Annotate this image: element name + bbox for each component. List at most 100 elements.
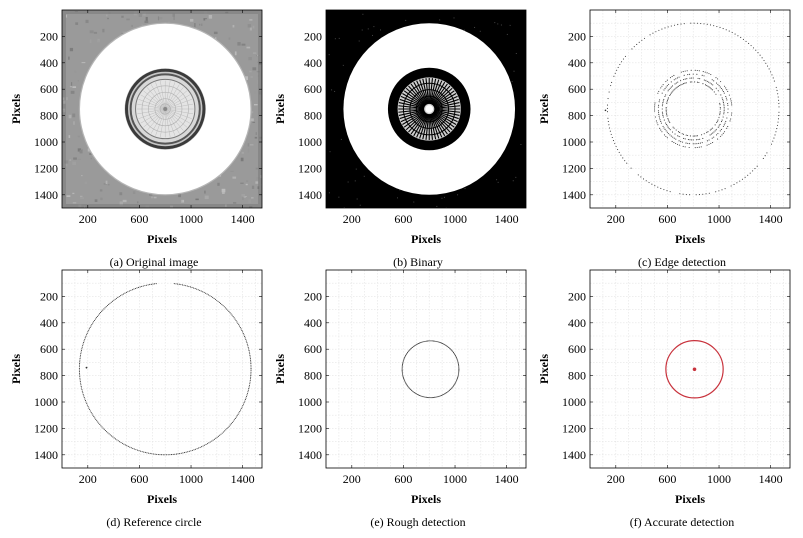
- circle-point: [246, 343, 248, 345]
- edge-point: [654, 106, 656, 108]
- y-tick-label: 400: [304, 316, 322, 330]
- edge-point: [687, 142, 689, 144]
- texture-speck: [143, 12, 146, 16]
- edge-point: [665, 111, 667, 113]
- edge-point: [659, 119, 661, 121]
- edge-point: [666, 115, 668, 117]
- circle-point: [159, 454, 161, 456]
- edge-point: [660, 120, 662, 123]
- circle-point: [123, 443, 125, 445]
- circle-point: [93, 319, 96, 321]
- y-tick-label: 200: [40, 29, 58, 43]
- texture-speck: [208, 15, 213, 19]
- circle-point: [125, 291, 127, 294]
- texture-speck: [256, 54, 259, 57]
- radial-line: [431, 112, 448, 135]
- circle-point: [401, 366, 403, 368]
- edge-point: [654, 185, 656, 187]
- circle-point: [458, 365, 460, 367]
- edge-point: [713, 80, 715, 82]
- circle-point: [90, 325, 92, 327]
- circle-point: [217, 300, 219, 302]
- texture-speck: [246, 180, 249, 182]
- circle-point: [134, 287, 137, 290]
- texture-speck: [100, 197, 103, 201]
- edge-point: [674, 83, 676, 85]
- texture-speck: [258, 43, 262, 48]
- circle-point: [450, 388, 452, 390]
- noise-speck: [334, 38, 336, 40]
- radial-line: [430, 113, 443, 138]
- edge-point: [677, 135, 679, 137]
- x-tick-label: 1000: [179, 472, 203, 486]
- circle-point: [103, 428, 105, 430]
- edge-point: [674, 133, 676, 135]
- noise-speck: [436, 205, 438, 207]
- edge-point: [659, 117, 661, 119]
- edge-point: [662, 113, 664, 115]
- texture-speck: [68, 11, 71, 15]
- x-tick-label: 1000: [707, 212, 731, 226]
- texture-speck: [203, 18, 206, 21]
- texture-speck: [77, 135, 81, 138]
- radial-line: [429, 78, 434, 104]
- circle-point: [173, 283, 175, 285]
- texture-speck: [103, 182, 108, 185]
- edge-point: [685, 82, 687, 84]
- lens-center: [163, 107, 168, 111]
- y-tick-label: 200: [304, 29, 322, 43]
- circle-point: [196, 288, 198, 290]
- circle-point: [80, 382, 82, 384]
- texture-speck: [84, 206, 86, 208]
- edge-point: [778, 115, 780, 117]
- circle-point: [144, 285, 146, 287]
- circle-point: [404, 356, 406, 358]
- edge-point: [720, 128, 722, 131]
- texture-speck: [204, 190, 206, 194]
- circle-point: [80, 349, 83, 351]
- circle-point: [401, 371, 403, 373]
- edge-point: [672, 136, 674, 138]
- noise-speck: [329, 151, 331, 153]
- edge-point: [681, 133, 683, 135]
- edge-point: [616, 69, 618, 71]
- texture-speck: [64, 162, 68, 167]
- circle-point: [402, 361, 404, 363]
- edge-point: [719, 107, 721, 109]
- noise-speck: [443, 196, 445, 198]
- edge-point: [689, 194, 691, 196]
- texture-speck: [77, 158, 81, 160]
- edge-point: [774, 134, 776, 136]
- x-axis-label: Pixels: [675, 232, 705, 246]
- edge-point: [687, 134, 689, 137]
- x-tick-label: 600: [658, 212, 676, 226]
- texture-speck: [240, 157, 244, 162]
- texture-speck: [89, 30, 94, 34]
- edge-point: [717, 83, 719, 85]
- circle-point: [442, 394, 444, 396]
- circle-point: [422, 341, 424, 343]
- edge-point: [654, 110, 656, 112]
- circle-point: [412, 346, 414, 348]
- edge-point: [683, 74, 685, 76]
- edge-point: [714, 130, 716, 132]
- edge-point: [717, 138, 719, 140]
- circle-point: [85, 335, 87, 337]
- circle-point: [179, 453, 181, 455]
- circle-point: [228, 310, 230, 313]
- y-tick-label: 1000: [34, 135, 58, 149]
- circle-point: [401, 363, 404, 366]
- noise-speck: [343, 207, 345, 208]
- texture-speck: [250, 76, 253, 78]
- texture-speck: [204, 195, 209, 200]
- y-tick-label: 600: [304, 82, 322, 96]
- edge-point: [607, 117, 609, 119]
- edge-point: [728, 30, 730, 32]
- circle-point: [92, 322, 94, 324]
- edge-point: [674, 88, 676, 90]
- circle-point: [109, 302, 111, 304]
- edge-point: [741, 178, 743, 180]
- circle-point: [149, 452, 151, 455]
- edge-point: [670, 81, 672, 83]
- edge-point: [708, 86, 710, 88]
